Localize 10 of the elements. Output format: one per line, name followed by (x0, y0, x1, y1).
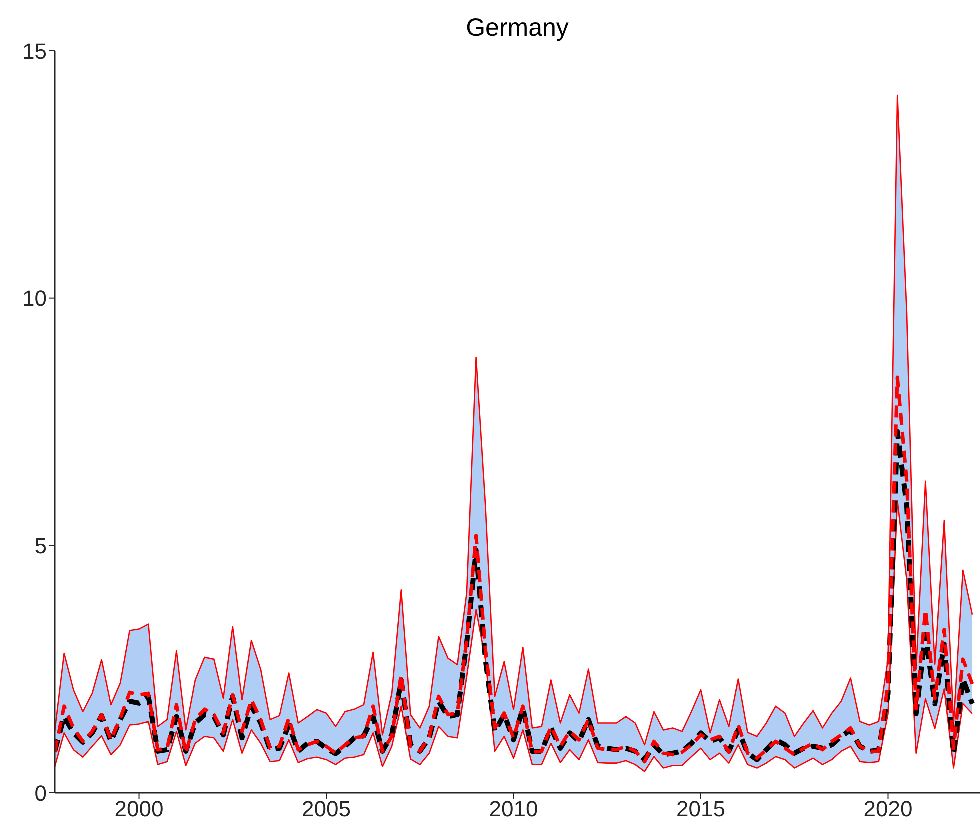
x-tick-label: 2020 (864, 796, 913, 822)
chart-title: Germany (465, 14, 570, 43)
y-tick-label: 15 (22, 38, 47, 64)
y-tick-label: 10 (22, 286, 47, 312)
y-tick-label: 0 (34, 780, 47, 806)
x-tick-label: 2005 (302, 796, 351, 822)
x-tick-label: 2010 (489, 796, 538, 822)
x-tick-label: 2000 (114, 796, 164, 822)
y-tick-label: 5 (34, 533, 47, 558)
x-tick-label: 2015 (676, 796, 726, 822)
